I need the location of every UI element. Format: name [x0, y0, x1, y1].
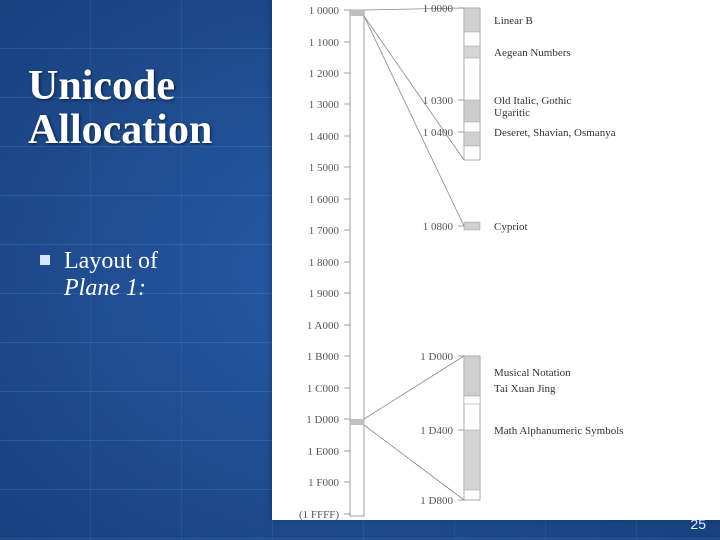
svg-text:Cypriot: Cypriot: [494, 221, 528, 233]
svg-text:1 0300: 1 0300: [423, 95, 454, 107]
svg-text:Old Italic, Gothic: Old Italic, Gothic: [494, 95, 571, 107]
svg-text:1 D800: 1 D800: [420, 495, 453, 507]
bullet-text-1: Layout of: [64, 248, 158, 274]
bullet-item: Layout of Plane 1:: [40, 248, 260, 302]
svg-text:1 1000: 1 1000: [309, 37, 340, 49]
svg-text:1 5000: 1 5000: [309, 162, 340, 174]
slide: Unicode Allocation Layout of Plane 1: 1 …: [0, 0, 720, 540]
svg-text:1 D000: 1 D000: [420, 351, 453, 363]
svg-text:1 6000: 1 6000: [309, 194, 340, 206]
bullet-icon: [40, 255, 50, 265]
svg-text:1 E000: 1 E000: [308, 446, 340, 458]
svg-text:Deseret, Shavian, Osmanya: Deseret, Shavian, Osmanya: [494, 127, 616, 139]
svg-text:1 3000: 1 3000: [309, 99, 340, 111]
title-line-2: Allocation: [28, 108, 212, 152]
bullet-text-2: Plane 1:: [40, 275, 260, 302]
svg-text:(1 FFFF): (1 FFFF): [299, 509, 339, 520]
svg-text:1 D400: 1 D400: [420, 425, 453, 437]
svg-text:1 A000: 1 A000: [307, 320, 340, 332]
svg-text:1 4000: 1 4000: [309, 131, 340, 143]
svg-text:1 0000: 1 0000: [423, 3, 454, 15]
svg-text:Aegean Numbers: Aegean Numbers: [494, 47, 571, 59]
diagram-svg: 1 0000 1 1000 1 2000 1 3000 1 4000 1 5000 1 60…: [272, 0, 720, 520]
svg-text:1 D000: 1 D000: [306, 414, 339, 426]
svg-text:Math Alphanumeric Symbols: Math Alphanumeric Symbols: [494, 425, 624, 437]
svg-text:1 F000: 1 F000: [308, 477, 339, 489]
svg-text:1 2000: 1 2000: [309, 68, 340, 80]
svg-text:1 0000: 1 0000: [309, 5, 340, 17]
svg-text:1 B000: 1 B000: [307, 351, 340, 363]
allocation-diagram: 1 0000 1 1000 1 2000 1 3000 1 4000 1 5000 1 60…: [272, 0, 720, 520]
slide-title: Unicode Allocation: [28, 64, 212, 152]
svg-text:1 C000: 1 C000: [307, 383, 340, 395]
svg-text:Linear B: Linear B: [494, 15, 533, 27]
svg-text:Ugaritic: Ugaritic: [494, 107, 530, 119]
svg-text:1 9000: 1 9000: [309, 288, 340, 300]
svg-text:1 0400: 1 0400: [423, 127, 454, 139]
title-line-1: Unicode: [28, 64, 212, 108]
svg-text:1 0800: 1 0800: [423, 221, 454, 233]
svg-text:Musical Notation: Musical Notation: [494, 367, 571, 379]
page-number: 25: [690, 516, 706, 532]
svg-text:Tai Xuan Jing: Tai Xuan Jing: [494, 383, 556, 395]
svg-text:1 8000: 1 8000: [309, 257, 340, 269]
svg-text:1 7000: 1 7000: [309, 225, 340, 237]
